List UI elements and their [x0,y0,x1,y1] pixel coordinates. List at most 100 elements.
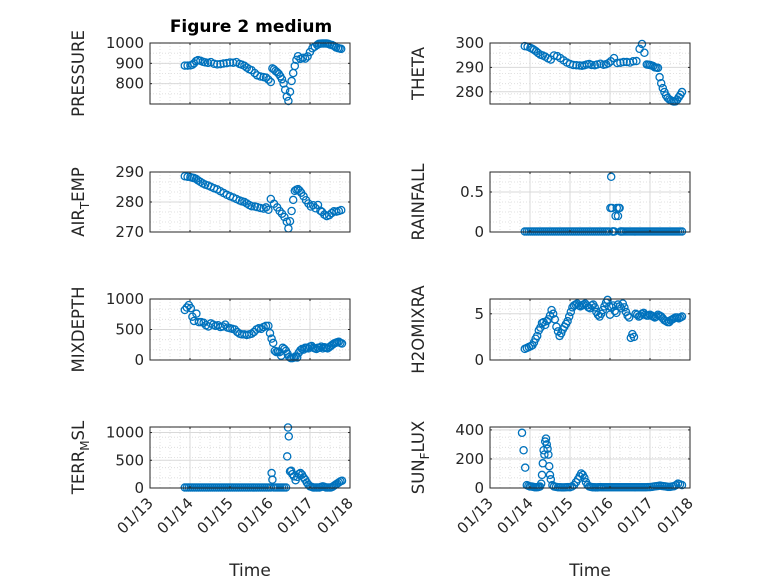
y-tick-label: 290 [115,163,144,181]
subplot-2: 300 290 280 THETA [409,34,691,106]
y-axis-label: TERRMSL [69,420,92,495]
x-tick-label: 01/13 [454,494,497,537]
data-point [572,60,581,70]
data-point [655,72,664,82]
data-point [275,206,284,216]
data-point [315,343,324,353]
x-axis-label: Time [228,561,271,581]
x-tick-label: 01/16 [234,494,277,537]
data-point [270,346,280,356]
data-point [256,72,265,81]
axes-box [489,42,691,105]
data-point [677,87,687,97]
x-tick-label: 01/18 [314,494,357,537]
data-point [622,57,632,67]
y-tick-label: 1000 [106,290,144,308]
series-markers [517,428,687,492]
data-point [268,338,278,348]
data-point [519,445,528,455]
data-point [544,461,554,471]
data-point [261,203,271,212]
axes-box [149,42,351,105]
data-point [619,57,628,67]
data-point [282,452,292,461]
data-point [536,479,546,488]
data-point [247,201,256,211]
data-point [280,212,289,222]
data-point [616,58,625,68]
data-point [268,475,277,484]
x-tick-label: 01/18 [654,494,697,537]
y-axis-label: H2OMIXRA [409,285,428,374]
y-tick-label: 500 [115,321,144,339]
data-point [303,52,312,61]
y-axis-label: RAINFALL [409,163,428,241]
x-axis-label: Time [568,561,611,581]
data-point [623,311,632,320]
y-tick-label: 800 [115,75,144,93]
data-point [546,475,556,484]
data-point [285,87,295,97]
data-point [544,450,553,459]
data-point [566,307,576,317]
data-point [624,313,634,322]
tick-marks [149,298,351,361]
axes-box [489,426,691,489]
data-point [640,48,649,58]
data-point [288,195,298,205]
data-point [284,96,293,106]
data-point [192,309,201,318]
data-point [212,60,222,69]
data-point [656,79,666,88]
data-point [256,203,265,213]
series-markers [520,39,687,106]
y-tick-label: 0.5 [460,183,484,201]
y-axis-label: SUNFLUX [409,421,432,495]
data-point [548,309,558,319]
axes-box [149,426,351,489]
data-point [629,332,639,342]
data-point [520,463,530,472]
x-tick-label: 01/13 [114,494,157,537]
axes-box [489,171,691,233]
major-grid [150,427,350,489]
data-point [261,321,271,331]
y-tick-label: 900 [115,54,144,72]
minor-grid [490,172,690,232]
data-point [337,476,347,486]
subplot-3: 290 280 270 AIRTEMP [69,163,351,241]
figure-title: Figure 2 medium [170,17,332,37]
data-point [671,480,681,490]
data-point [222,58,232,68]
y-axis-label: AIRTEMP [69,167,92,237]
data-point [677,480,687,490]
data-point [637,39,647,49]
y-axis-label: THETA [409,46,428,101]
data-point [225,58,235,67]
data-point [611,211,620,221]
subplot-4: 0.5 0 RAINFALL [409,163,691,241]
data-point [287,206,296,216]
series-markers [180,39,346,106]
data-point [532,331,542,341]
data-point [267,334,276,343]
y-tick-label: 1000 [106,34,144,52]
x-tick-label: 01/15 [194,494,237,537]
data-point [612,308,621,318]
data-point [608,301,618,310]
data-point [590,303,600,312]
y-tick-label: 0 [474,223,484,241]
data-point [612,58,622,68]
data-point [658,83,668,93]
data-point [336,205,346,215]
tick-marks [489,42,691,104]
data-point [336,44,346,54]
x-tick-label: 01/14 [154,494,197,537]
y-tick-label: 300 [455,34,484,52]
x-tick-label: 01/17 [274,494,317,537]
data-point [563,316,572,326]
data-point [300,54,310,63]
data-point [186,303,196,313]
tick-marks [149,42,351,104]
